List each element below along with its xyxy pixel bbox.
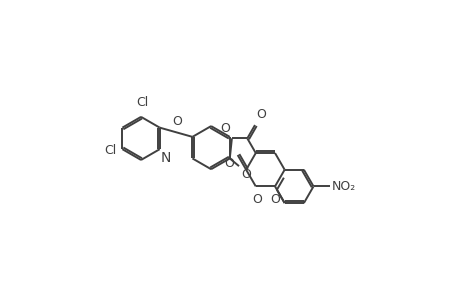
Text: O: O (220, 122, 230, 135)
Text: O: O (270, 193, 280, 206)
Text: NO₂: NO₂ (331, 180, 355, 193)
Text: O: O (172, 115, 181, 128)
Text: N: N (160, 152, 170, 166)
Text: Cl: Cl (136, 96, 148, 109)
Text: Cl: Cl (104, 144, 116, 157)
Text: O: O (224, 158, 234, 170)
Text: O: O (256, 108, 266, 121)
Text: O: O (241, 168, 251, 182)
Text: O: O (252, 193, 262, 206)
